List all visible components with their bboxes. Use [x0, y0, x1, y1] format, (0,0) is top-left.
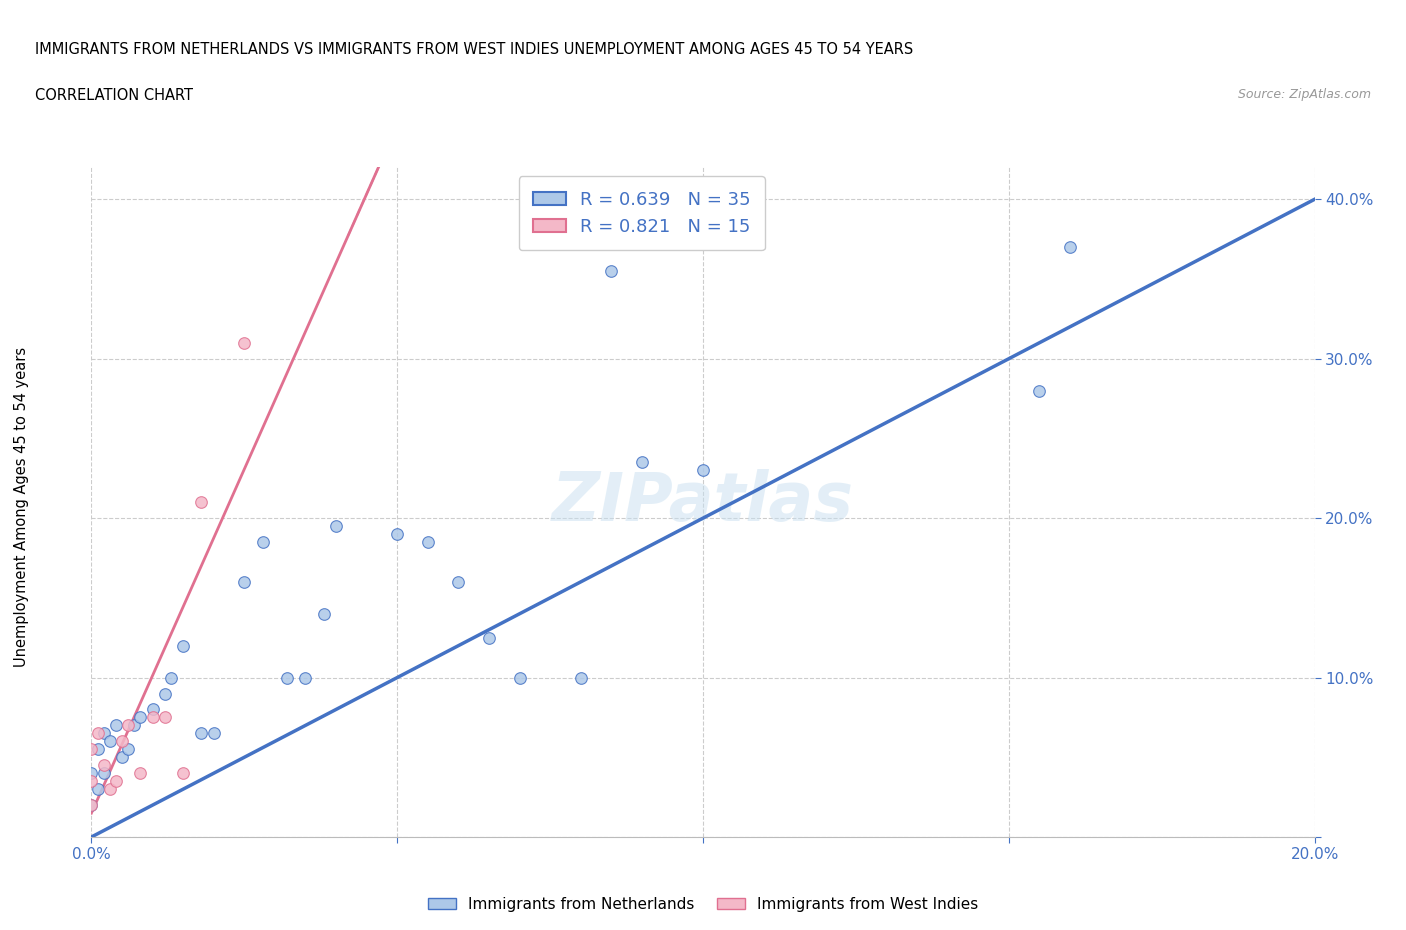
Point [172, 765, 194, 780]
Point [86, 782, 108, 797]
Point [93, 758, 115, 773]
Point [692, 463, 714, 478]
Legend: Immigrants from Netherlands, Immigrants from West Indies: Immigrants from Netherlands, Immigrants … [422, 891, 984, 918]
Point [98, 734, 121, 749]
Point [509, 671, 531, 685]
Point [172, 638, 194, 653]
Point [160, 671, 183, 685]
Point [416, 535, 439, 550]
Point [233, 336, 256, 351]
Point [190, 495, 212, 510]
Point [141, 702, 163, 717]
Text: Unemployment Among Ages 45 to 54 years: Unemployment Among Ages 45 to 54 years [14, 347, 28, 667]
Point [447, 575, 470, 590]
Point [93, 765, 115, 780]
Point [153, 686, 176, 701]
Point [129, 710, 152, 724]
Point [631, 455, 654, 470]
Text: ZIPatlas: ZIPatlas [553, 470, 853, 535]
Point [86, 726, 108, 741]
Point [80, 774, 103, 789]
Point [202, 726, 225, 741]
Legend: R = 0.639   N = 35, R = 0.821   N = 15: R = 0.639 N = 35, R = 0.821 N = 15 [519, 177, 765, 250]
Point [104, 774, 127, 789]
Point [233, 575, 256, 590]
Point [80, 798, 103, 813]
Text: Source: ZipAtlas.com: Source: ZipAtlas.com [1237, 88, 1371, 101]
Point [80, 742, 103, 757]
Point [385, 526, 409, 541]
Point [294, 671, 316, 685]
Point [111, 734, 134, 749]
Point [93, 726, 115, 741]
Point [276, 671, 298, 685]
Point [111, 750, 134, 764]
Text: IMMIGRANTS FROM NETHERLANDS VS IMMIGRANTS FROM WEST INDIES UNEMPLOYMENT AMONG AG: IMMIGRANTS FROM NETHERLANDS VS IMMIGRANT… [35, 42, 914, 57]
Point [122, 718, 145, 733]
Text: CORRELATION CHART: CORRELATION CHART [35, 88, 193, 103]
Point [153, 710, 176, 724]
Point [1028, 383, 1050, 398]
Point [129, 765, 152, 780]
Point [86, 742, 108, 757]
Point [569, 671, 592, 685]
Point [117, 718, 139, 733]
Point [252, 535, 274, 550]
Point [80, 798, 103, 813]
Point [117, 742, 139, 757]
Point [1059, 240, 1081, 255]
Point [312, 606, 335, 621]
Point [600, 263, 623, 278]
Point [104, 718, 127, 733]
Point [141, 710, 163, 724]
Point [478, 631, 501, 645]
Point [325, 519, 347, 534]
Point [80, 765, 103, 780]
Point [190, 726, 212, 741]
Point [98, 782, 121, 797]
